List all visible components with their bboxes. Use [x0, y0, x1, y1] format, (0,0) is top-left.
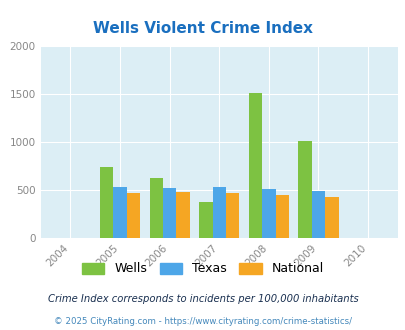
Text: Wells Violent Crime Index: Wells Violent Crime Index: [93, 21, 312, 36]
Bar: [212, 187, 226, 238]
Bar: [199, 202, 212, 238]
Bar: [275, 194, 288, 238]
Bar: [126, 193, 140, 238]
Bar: [113, 187, 126, 238]
Bar: [176, 192, 189, 238]
Bar: [162, 188, 176, 238]
Bar: [311, 191, 324, 238]
Bar: [324, 197, 338, 238]
Bar: [298, 142, 311, 238]
Bar: [100, 167, 113, 238]
Bar: [262, 189, 275, 238]
Bar: [225, 193, 239, 238]
Legend: Wells, Texas, National: Wells, Texas, National: [78, 259, 327, 279]
Text: © 2025 CityRating.com - https://www.cityrating.com/crime-statistics/: © 2025 CityRating.com - https://www.city…: [54, 317, 351, 326]
Bar: [248, 93, 262, 238]
Bar: [149, 178, 162, 238]
Text: Crime Index corresponds to incidents per 100,000 inhabitants: Crime Index corresponds to incidents per…: [47, 294, 358, 304]
